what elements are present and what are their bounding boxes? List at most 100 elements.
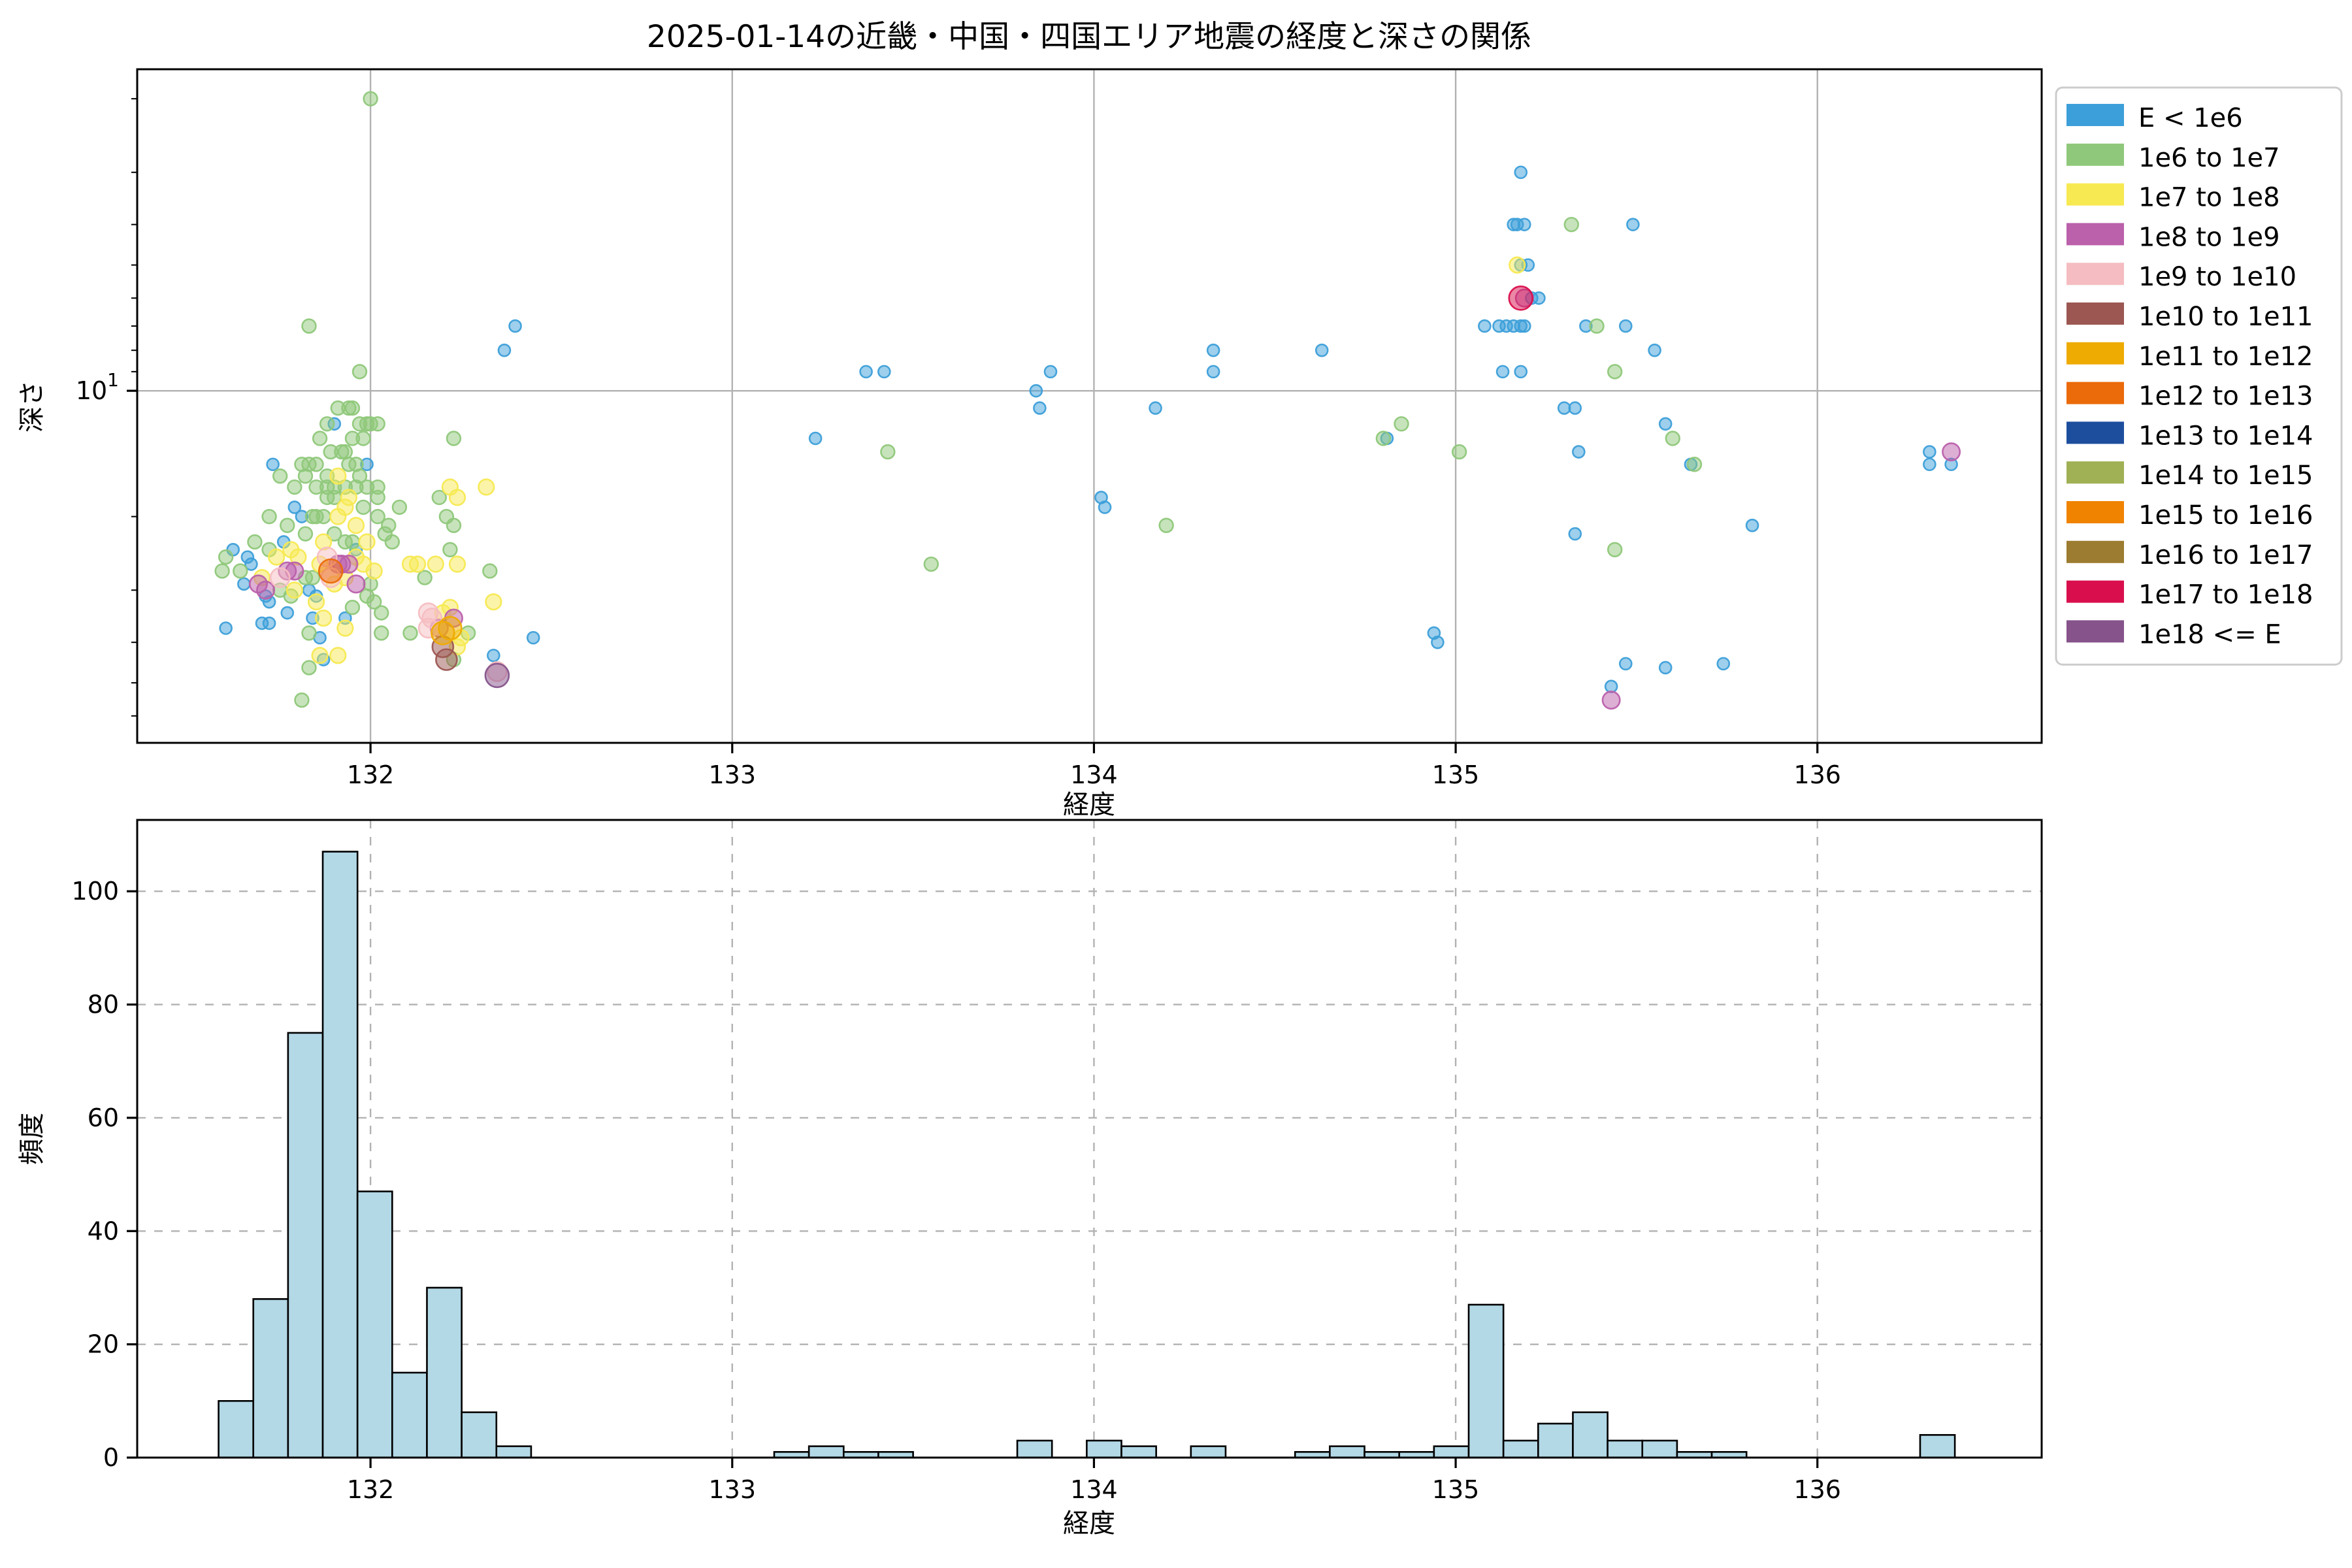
scatter-point [1607,542,1623,557]
scatter-point [1648,343,1661,357]
scatter-point [304,570,321,585]
axes-spine [136,819,2043,1459]
scatter-point [218,549,234,565]
scatter-point [1098,500,1112,514]
scatter-point [287,479,302,495]
histogram-bar [1537,1422,1574,1459]
scatter-x-tick-label: 135 [1432,760,1480,789]
scatter-point [1532,291,1546,305]
scatter-point [214,563,230,579]
scatter-point [1451,444,1467,460]
scatter-point [1517,218,1531,231]
scatter-point [337,444,353,460]
scatter-point [341,400,357,416]
scatter-point [308,457,324,472]
scatter-point [1149,401,1162,415]
scatter-point [363,91,378,106]
scatter-point [1478,319,1492,333]
scatter-point [1568,527,1582,541]
figure-title: 2025-01-14の近畿・中国・四国エリア地震の経度と深さの関係 [647,19,1531,55]
scatter-x-tick-label: 132 [347,760,395,789]
scatter-point [374,605,389,621]
scatter-point [1923,445,1936,459]
histogram-y-tick-label: 60 [88,1103,119,1132]
scatter-point [1033,401,1047,415]
legend-item-label: 1e18 <= E [2138,619,2281,649]
legend-swatch [2066,620,2124,643]
scatter-point [1716,657,1731,671]
scatter-point [446,517,462,533]
scatter-point [1557,401,1571,415]
scatter-point [1658,661,1673,675]
legend-item-label: 1e6 to 1e7 [2138,143,2280,173]
scatter-point [247,534,263,550]
scatter-point [808,431,823,446]
scatter-point [355,499,371,515]
legend-swatch [2066,461,2124,484]
histogram-bar [218,1400,255,1459]
scatter-point [1601,691,1621,710]
histogram-x-tick-label: 136 [1793,1475,1841,1504]
scatter-point [287,500,302,514]
scatter-points [214,91,1961,710]
legend-swatch [2066,382,2124,404]
scatter-point [355,431,371,446]
histogram-bar [321,851,359,1459]
scatter-point [347,517,365,534]
scatter-point [1626,218,1640,231]
scatter-point [370,508,385,525]
histogram-bar [1329,1445,1365,1459]
histogram-bar [426,1286,463,1459]
legend-item-label: 1e16 to 1e17 [2138,540,2313,570]
scatter-point [297,468,314,484]
legend-swatch [2066,302,2124,325]
scatter-point [315,609,333,627]
scatter-point [1315,343,1329,357]
scatter-point [431,489,448,506]
scatter-point [286,581,303,599]
histogram-gridlines [137,820,2042,1458]
scatter-point [319,416,335,432]
legend-swatch [2066,540,2124,563]
scatter-point [1508,285,1534,311]
scatter-point [294,692,310,708]
scatter-point [1509,256,1526,274]
legend-swatch [2066,421,2124,444]
histogram-bar [495,1445,532,1459]
histogram-bar [1086,1439,1122,1459]
scatter-point [344,600,361,615]
scatter-point [1206,365,1220,379]
histogram-y-tick-label: 80 [88,990,119,1019]
histogram-y-tick-label: 0 [103,1443,119,1472]
legend-swatch [2066,263,2124,286]
histogram-bar [287,1032,324,1459]
scatter-point [1923,457,1936,472]
scatter-point [308,508,324,525]
histogram-x-tick-label: 132 [347,1475,395,1504]
scatter-point [256,580,276,600]
legend-swatch [2066,501,2124,523]
scatter-point [482,563,498,579]
legend-swatch [2066,143,2124,166]
scatter-point [402,625,418,641]
scatter-point [391,499,408,515]
scatter-point [262,616,276,630]
legend-swatch [2066,183,2124,206]
scatter-point [1745,518,1759,532]
legend-swatch [2066,104,2124,126]
scatter-point [1375,431,1392,446]
scatter-point [280,517,295,533]
scatter-point [266,457,280,472]
scatter-point [384,534,400,550]
scatter-point [363,416,378,432]
scatter-point [487,648,500,662]
legend-item-label: 1e12 to 1e13 [2138,382,2313,412]
scatter-point [417,570,433,585]
scatter-point [448,489,466,506]
scatter-point [478,478,495,496]
scatter-point [1029,384,1043,398]
histogram-bar [356,1190,393,1459]
scatter-point [280,606,295,620]
